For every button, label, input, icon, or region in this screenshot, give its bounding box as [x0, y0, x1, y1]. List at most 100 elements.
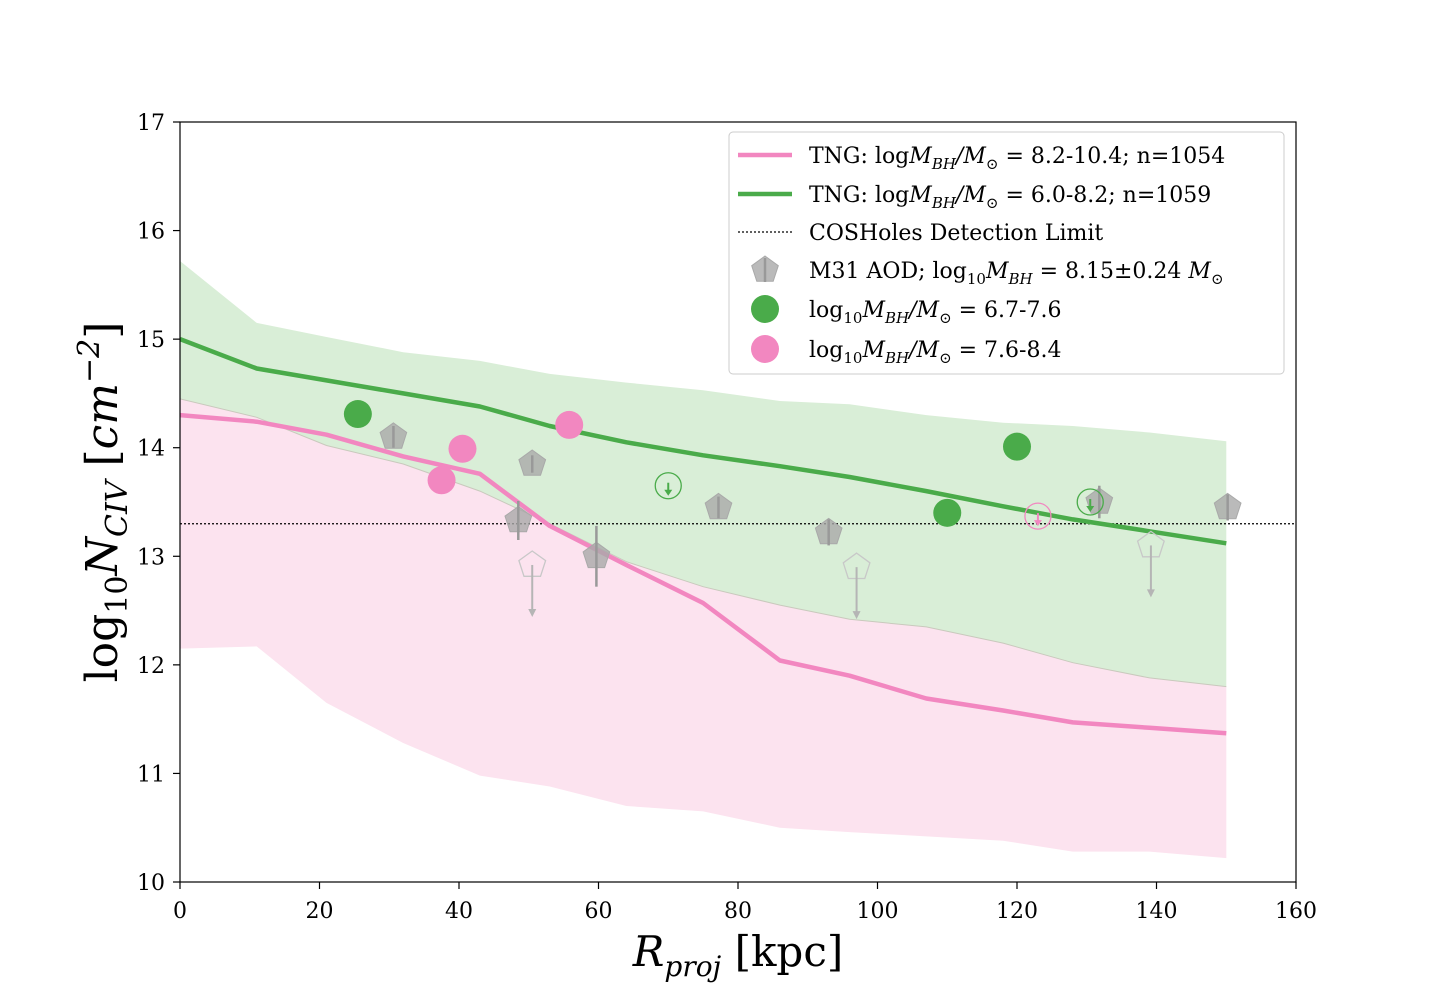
green-median-line [180, 336, 1227, 546]
x-tick-label: 60 [585, 899, 613, 924]
y-tick-label: 14 [137, 437, 165, 462]
legend-label-prefix: M31 AOD; log [809, 259, 967, 284]
green-band [180, 261, 1227, 687]
pink-upper-limit [1024, 502, 1052, 530]
y-axis-title-unit-open: [ [77, 449, 128, 480]
legend-label-prefix: TNG: log [809, 183, 909, 208]
legend-label-main: M [861, 338, 885, 363]
green-data-point [933, 498, 962, 527]
legend-label-suffix: = 7.6-8.4 [952, 338, 1062, 363]
y-tick-label: 11 [137, 762, 165, 787]
x-tick-label: 120 [996, 899, 1038, 924]
green-upper-limit-circle [654, 472, 682, 500]
legend-label-prefix-sub: 10 [967, 270, 986, 288]
m31-detection-marker [379, 422, 408, 449]
m31-limit-arrow-head [852, 611, 861, 620]
green-upper-limit-arrow-head [664, 489, 673, 496]
y-axis-title: log10NCIV [cm−2] [72, 322, 135, 683]
legend-label-prefix-sub: 10 [843, 349, 862, 367]
legend-item: log10MBH/M⊙ = 7.6-8.4 [751, 335, 1061, 367]
legend-item: M31 AOD; log10MBH = 8.15±0.24 M⊙ [751, 255, 1224, 288]
legend-label: TNG: logMBH/M⊙ = 6.0-8.2; n=1059 [809, 183, 1211, 212]
y-tick-label: 15 [137, 328, 165, 353]
legend-label-main: M [908, 144, 932, 169]
legend-label-suffix: = 8.2-10.4; n=1054 [998, 144, 1225, 169]
x-axis-title-main: R [632, 927, 665, 976]
pink-median-line [180, 412, 1227, 736]
legend-label-main: M [908, 183, 932, 208]
legend-label-prefix: TNG: log [809, 144, 909, 169]
legend-label-sub: BH [931, 194, 957, 212]
m31-detection-marker [582, 525, 611, 587]
x-axis-title-unit: [kpc] [721, 927, 843, 976]
x-tick-label: 100 [857, 899, 899, 924]
green-upper-limit-circle [1076, 488, 1104, 516]
legend-label-sub: BH [1007, 270, 1033, 288]
legend-label-main: M [985, 259, 1009, 284]
pink-upper-limit-arrow-head [1033, 520, 1042, 527]
legend-item: TNG: logMBH/M⊙ = 8.2-10.4; n=1054 [738, 144, 1225, 173]
x-tick-label: 140 [1136, 899, 1178, 924]
legend-circle-swatch [751, 335, 779, 363]
y-axis-title-unit-close: ] [77, 322, 128, 339]
m31-detection-marker [504, 500, 533, 540]
legend-label: log10MBH/M⊙ = 6.7-7.6 [809, 298, 1061, 327]
pink-data-point [427, 466, 456, 495]
y-tick-label: 13 [137, 545, 165, 570]
legend-label-unit: M [1187, 259, 1211, 284]
x-tick-label: 40 [445, 899, 473, 924]
y-axis-title-main: N [77, 536, 128, 577]
y-tick-label: 12 [137, 654, 165, 679]
m31-limit-arrow-head [528, 608, 537, 617]
median-lines [180, 336, 1227, 736]
y-axis-title-unit-sup: −2 [72, 339, 107, 383]
m31-upper-limit-marker [842, 552, 871, 620]
pink-data-point [555, 410, 584, 439]
m31-upper-limit-marker [1136, 530, 1165, 598]
m31-detection-marker [1213, 492, 1242, 521]
legend-label-suffix: = 8.15±0.24 [1033, 259, 1189, 284]
legend-item: TNG: logMBH/M⊙ = 6.0-8.2; n=1059 [738, 183, 1211, 212]
legend-item: log10MBH/M⊙ = 6.7-7.6 [751, 295, 1061, 327]
legend-label-sun: ⊙ [986, 155, 999, 173]
observation-markers [343, 400, 1242, 620]
m31-upper-limit-marker [518, 550, 547, 617]
legend-label-suffix: = 6.0-8.2; n=1059 [998, 183, 1211, 208]
m31-detection-marker [704, 492, 733, 520]
legend-item: COSHoles Detection Limit [738, 221, 1103, 246]
legend-label-sub: BH [884, 349, 910, 367]
legend-label: COSHoles Detection Limit [809, 221, 1103, 246]
legend-label-slash: /M [954, 144, 986, 169]
y-tick-label: 17 [137, 111, 165, 136]
legend-label-slash: /M [907, 338, 939, 363]
green-upper-limit [654, 472, 682, 500]
legend-label-main: M [861, 298, 885, 323]
x-tick-label: 20 [306, 899, 334, 924]
legend-label-prefix-sub: 10 [843, 309, 862, 327]
legend-label: M31 AOD; log10MBH = 8.15±0.24 M⊙ [809, 259, 1224, 288]
axes: 0 20 40 60 80 100 120 140 160 10 11 12 13 14 15 16 17 [137, 111, 1317, 924]
legend-label: TNG: logMBH/M⊙ = 8.2-10.4; n=1054 [809, 144, 1225, 173]
legend-box [728, 131, 1285, 375]
legend-label-slash: /M [907, 298, 939, 323]
y-axis-title-prefix: log [77, 614, 128, 683]
x-tick-label: 160 [1275, 899, 1317, 924]
pink-band [180, 398, 1227, 859]
legend-label-prefix: log [809, 338, 843, 363]
x-axis-title: Rproj [kpc] [632, 927, 843, 983]
m31-detection-marker [518, 449, 547, 476]
green-data-point [343, 400, 372, 429]
pink-upper-limit-circle [1024, 502, 1052, 530]
legend-label-slash: /M [954, 183, 986, 208]
legend-label-sub: BH [931, 155, 957, 173]
legend-label-prefix: log [809, 298, 843, 323]
green-upper-limit-arrow-head [1086, 506, 1095, 512]
y-axis-title-prefix-sub: 10 [100, 576, 135, 614]
legend-label-unit-sub: ⊙ [1211, 270, 1224, 288]
m31-detection-marker [814, 517, 843, 546]
legend-circle-swatch [751, 295, 779, 323]
x-tick-label: 80 [724, 899, 752, 924]
legend-label: log10MBH/M⊙ = 7.6-8.4 [809, 338, 1061, 367]
y-tick-label: 10 [137, 871, 165, 896]
